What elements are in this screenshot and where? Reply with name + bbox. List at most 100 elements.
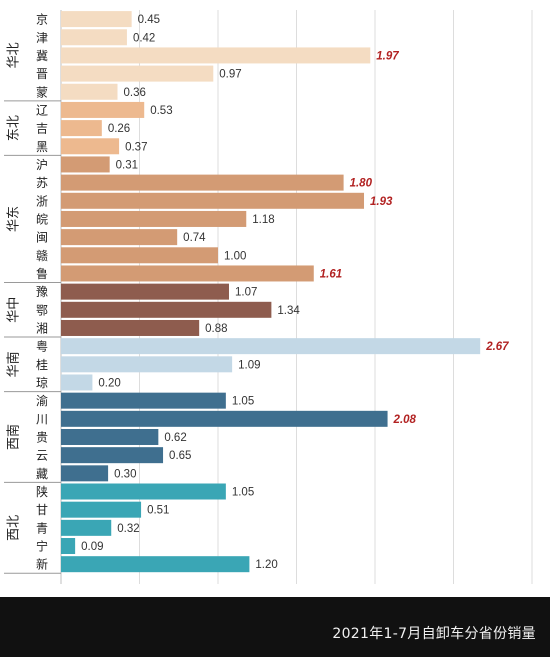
province-label: 宁 xyxy=(36,539,48,554)
province-label: 鄂 xyxy=(36,303,48,317)
bar xyxy=(61,138,120,155)
region-label: 西南 xyxy=(6,424,22,450)
bar-chart: 华北 京 0.45 津 0.42 冀 1.97 晋 0.97 蒙 0.36 东北辽 0.53 吉 0.26 黑… xyxy=(4,10,533,584)
value-label: 2.67 xyxy=(485,341,509,353)
value-label: 0.88 xyxy=(205,323,227,335)
province-label: 贵 xyxy=(36,430,48,444)
bar xyxy=(61,83,118,100)
value-label: 1.97 xyxy=(376,50,399,62)
value-label: 1.07 xyxy=(235,287,257,299)
bar xyxy=(61,556,250,573)
value-label: 0.26 xyxy=(108,123,130,135)
province-label: 青 xyxy=(36,521,48,535)
bar xyxy=(61,356,233,373)
chart-title: 2021年1-7月自卸车分省份销量 xyxy=(332,626,536,642)
footer-bar: 2021年1-7月自卸车分省份销量 xyxy=(0,597,550,657)
value-label: 1.93 xyxy=(370,196,393,208)
bar xyxy=(61,410,388,427)
bar xyxy=(61,428,159,445)
province-label: 京 xyxy=(36,13,48,27)
bar xyxy=(61,392,226,409)
bar xyxy=(61,319,200,336)
bar xyxy=(61,283,229,300)
province-label: 闽 xyxy=(36,231,48,245)
bar xyxy=(61,174,344,191)
value-label: 0.65 xyxy=(169,450,191,462)
bar xyxy=(61,229,178,246)
province-label: 鲁 xyxy=(36,267,48,281)
bar xyxy=(61,519,112,536)
bar xyxy=(61,47,371,64)
province-label: 津 xyxy=(36,31,48,45)
province-label: 蒙 xyxy=(36,85,48,99)
province-label: 湘 xyxy=(36,320,48,335)
province-label: 新 xyxy=(36,557,48,572)
province-label: 川 xyxy=(36,412,48,426)
province-label: 甘 xyxy=(36,503,48,517)
region-label: 华东 xyxy=(7,206,22,232)
value-label: 0.42 xyxy=(133,32,155,44)
bar xyxy=(61,210,247,227)
province-label: 赣 xyxy=(36,249,48,263)
value-label: 0.45 xyxy=(138,14,160,26)
value-label: 0.20 xyxy=(98,378,120,390)
region-label: 西北 xyxy=(7,515,22,541)
bar xyxy=(61,265,314,282)
bar xyxy=(61,101,145,118)
province-label: 云 xyxy=(36,449,48,463)
bar xyxy=(61,247,218,264)
region-label: 华北 xyxy=(7,42,22,68)
value-label: 0.97 xyxy=(219,69,241,81)
value-label: 1.80 xyxy=(350,178,373,190)
province-label: 辽 xyxy=(36,103,48,117)
province-label: 苏 xyxy=(36,176,48,190)
bar xyxy=(61,192,365,209)
province-label: 豫 xyxy=(36,285,48,299)
value-label: 2.08 xyxy=(393,414,417,426)
value-label: 1.18 xyxy=(252,214,274,226)
province-label: 琼 xyxy=(36,375,48,390)
bar xyxy=(61,120,102,137)
value-label: 0.74 xyxy=(183,232,206,244)
bar xyxy=(61,156,110,173)
value-label: 1.05 xyxy=(232,487,254,499)
value-label: 1.05 xyxy=(232,396,254,408)
bar xyxy=(61,65,214,82)
bar xyxy=(61,501,142,518)
bar xyxy=(61,538,76,555)
province-label: 冀 xyxy=(36,49,48,63)
province-label: 皖 xyxy=(36,212,48,226)
value-label: 0.09 xyxy=(81,541,103,553)
region-label: 华南 xyxy=(6,351,22,377)
value-label: 0.51 xyxy=(147,505,169,517)
province-label: 藏 xyxy=(36,467,48,481)
value-label: 1.20 xyxy=(255,559,277,571)
province-label: 吉 xyxy=(36,122,48,136)
value-label: 0.30 xyxy=(114,468,136,480)
province-label: 黑 xyxy=(36,140,48,154)
bar xyxy=(61,465,109,482)
region-label: 华中 xyxy=(7,297,22,323)
province-label: 沪 xyxy=(36,158,48,172)
value-label: 0.31 xyxy=(116,159,138,171)
value-label: 0.37 xyxy=(125,141,147,153)
value-label: 1.00 xyxy=(224,250,246,262)
value-label: 1.61 xyxy=(320,268,342,280)
bar xyxy=(61,338,481,355)
bar xyxy=(61,11,132,28)
province-label: 浙 xyxy=(36,194,48,208)
province-label: 晋 xyxy=(36,67,48,81)
value-label: 1.34 xyxy=(277,305,300,317)
bar xyxy=(61,374,93,391)
bar xyxy=(61,447,164,464)
region-label: 东北 xyxy=(7,115,22,141)
value-label: 0.53 xyxy=(150,105,172,117)
province-label: 渝 xyxy=(36,393,48,408)
bar xyxy=(61,483,226,500)
value-label: 0.36 xyxy=(124,87,146,99)
province-label: 桂 xyxy=(36,357,48,372)
bar xyxy=(61,29,127,46)
value-label: 1.09 xyxy=(238,359,260,371)
province-label: 陕 xyxy=(36,484,48,499)
value-label: 0.62 xyxy=(164,432,186,444)
